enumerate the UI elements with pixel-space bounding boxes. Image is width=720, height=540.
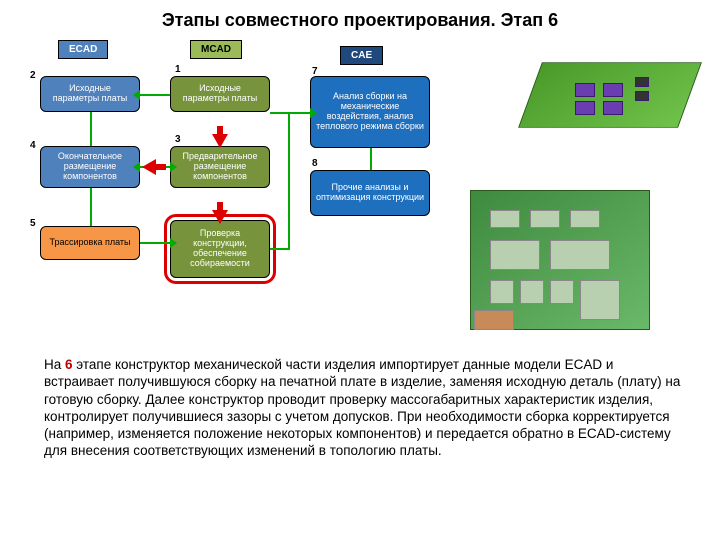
- pcb-iso-illustration: [525, 45, 695, 155]
- stage-number: 6: [65, 357, 73, 372]
- node-num-5: 5: [30, 218, 36, 229]
- link-n2-n4: [90, 112, 92, 146]
- node-num-8: 8: [312, 158, 318, 169]
- page-title: Этапы совместного проектирования. Этап 6: [0, 10, 720, 31]
- link-n6-n7: [270, 112, 310, 114]
- node-num-4: 4: [30, 140, 36, 151]
- node-num-2: 2: [30, 70, 36, 81]
- link-n6-n7-h2: [270, 248, 290, 250]
- link-n7-n8: [370, 148, 372, 170]
- pcb-flat-illustration: [460, 180, 660, 340]
- node-ecad-params: Исходные параметры платы: [40, 76, 140, 112]
- body-prefix: На: [44, 357, 65, 372]
- node-other-analysis: Прочие анализы и оптимизация конструкции: [310, 170, 430, 216]
- description-paragraph: На 6 этапе конструктор механической част…: [44, 356, 684, 460]
- link-n4-n5: [90, 188, 92, 226]
- node-num-1: 1: [175, 64, 181, 75]
- red-arrow-2: [212, 210, 228, 224]
- col-header-mcad: MCAD: [190, 40, 242, 59]
- node-final-placement: Окончательное размещение компонентов: [40, 146, 140, 188]
- node-prelim-placement: Предварительное размещение компонентов: [170, 146, 270, 188]
- link-n5-n6: [140, 242, 170, 244]
- node-num-3: 3: [175, 134, 181, 145]
- red-arrow-1: [212, 134, 228, 148]
- node-analysis-assembly: Анализ сборки на механические воздействи…: [310, 76, 430, 148]
- link-n6-n7-v: [288, 112, 290, 248]
- col-header-cae: CAE: [340, 46, 383, 65]
- body-main: этапе конструктор механической части изд…: [44, 357, 680, 458]
- node-routing: Трассировка платы: [40, 226, 140, 260]
- col-header-ecad: ECAD: [58, 40, 108, 59]
- flowchart: ECAD MCAD CAE 2 Исходные параметры платы…: [40, 40, 460, 350]
- node-mcad-params: Исходные параметры платы: [170, 76, 270, 112]
- link-n1-n2: [140, 94, 170, 96]
- highlight-ring: [164, 214, 276, 284]
- red-arrow-3: [142, 159, 156, 175]
